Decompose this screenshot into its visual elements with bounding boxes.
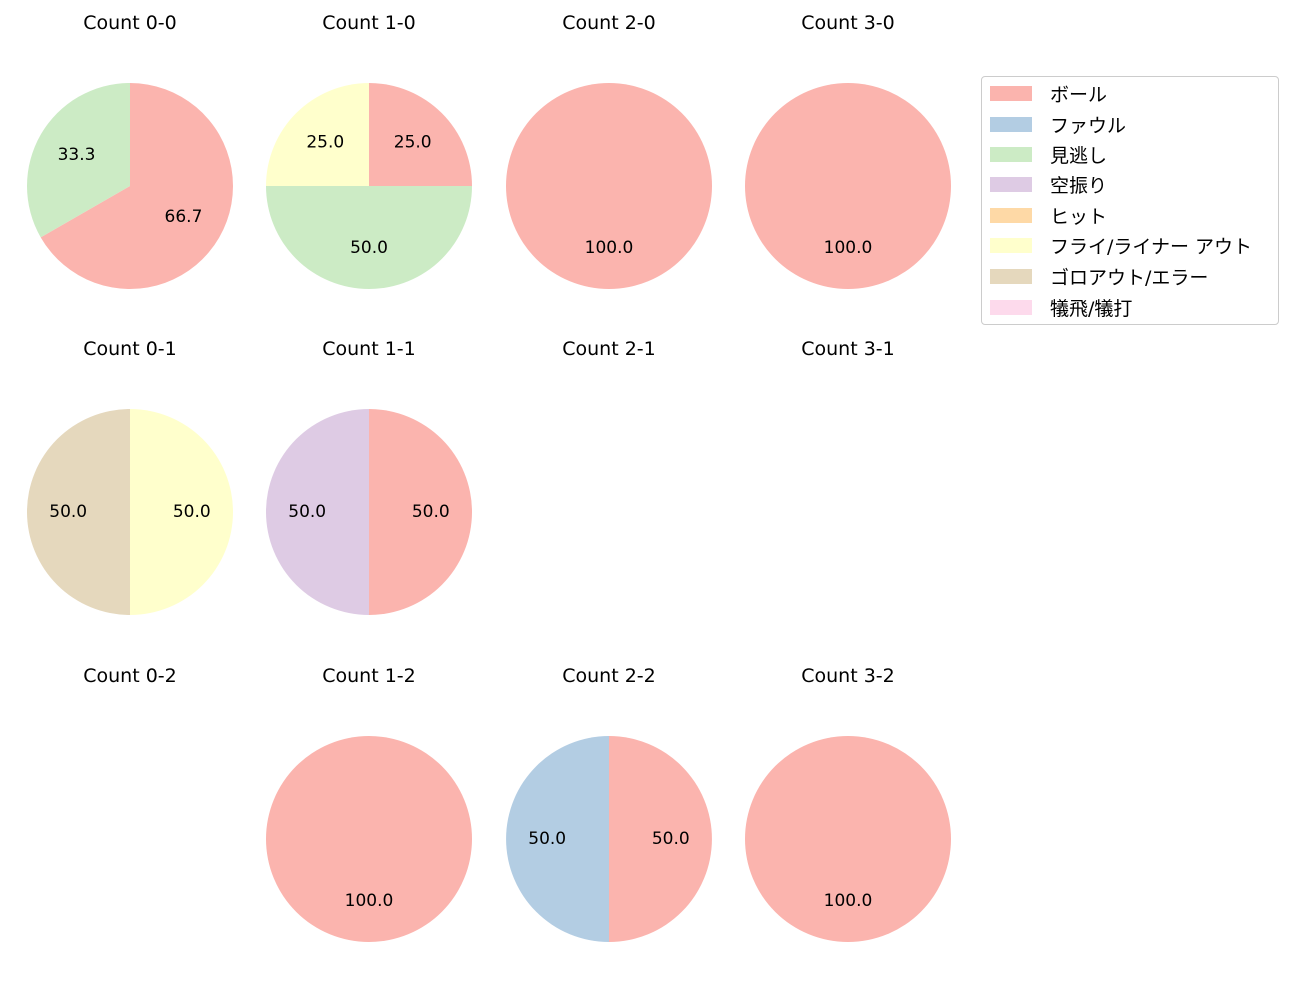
pie-title: Count 3-1	[801, 338, 895, 360]
pie-title: Count 0-0	[83, 12, 177, 34]
slice-label: 50.0	[173, 502, 211, 522]
legend-item: 空振り	[990, 172, 1108, 197]
pie-slice	[266, 736, 472, 942]
legend-label: 犠飛/犠打	[1050, 297, 1133, 320]
legend-swatch	[990, 237, 1032, 253]
slice-label: 33.3	[58, 145, 96, 165]
slice-label: 100.0	[824, 891, 873, 911]
legend-label: フライ/ライナー アウト	[1050, 235, 1253, 258]
pie-slice	[266, 186, 472, 289]
slice-label: 66.7	[165, 207, 203, 227]
pie-slice	[506, 736, 609, 942]
legend-label: 見逃し	[1050, 144, 1108, 167]
slice-label: 100.0	[345, 891, 394, 911]
legend-item: ファウル	[990, 112, 1127, 137]
pie-slice	[369, 83, 472, 186]
slice-label: 50.0	[288, 502, 326, 522]
pie-title: Count 1-0	[322, 12, 416, 34]
pie-slice	[40, 83, 234, 289]
legend-label: ヒット	[1050, 205, 1108, 228]
pie-title: Count 2-1	[562, 338, 656, 360]
legend-item: ヒット	[990, 203, 1108, 228]
legend-swatch	[990, 146, 1032, 162]
legend-swatch	[990, 207, 1032, 223]
pie-title: Count 3-0	[801, 12, 895, 34]
slice-label: 50.0	[528, 829, 566, 849]
slice-label: 25.0	[394, 132, 432, 152]
pie-slice	[369, 409, 472, 615]
legend-swatch	[990, 176, 1032, 192]
pie-title: Count 0-1	[83, 338, 177, 360]
pie-title: Count 2-0	[562, 12, 656, 34]
pie-slice	[266, 83, 369, 186]
legend-item: 犠飛/犠打	[990, 295, 1133, 320]
legend-label: ファウル	[1050, 114, 1127, 137]
legend-label: 空振り	[1050, 174, 1108, 197]
slice-label: 50.0	[350, 238, 388, 258]
slice-label: 25.0	[306, 132, 344, 152]
slice-label: 50.0	[412, 502, 450, 522]
slice-label: 100.0	[585, 238, 634, 258]
slice-label: 50.0	[49, 502, 87, 522]
slice-label: 100.0	[824, 238, 873, 258]
legend: ボール ファウル 見逃し 空振り ヒット フライ/ライナー アウト ゴロアウト/…	[981, 76, 1279, 325]
pie-slice	[26, 83, 130, 238]
slice-label: 50.0	[652, 829, 690, 849]
legend-item: フライ/ライナー アウト	[990, 233, 1253, 258]
legend-label: ボール	[1050, 83, 1108, 106]
legend-item: 見逃し	[990, 142, 1108, 167]
legend-item: ゴロアウト/エラー	[990, 264, 1209, 289]
pie-title: Count 3-2	[801, 665, 895, 687]
pie-title: Count 2-2	[562, 665, 656, 687]
legend-swatch	[990, 268, 1032, 284]
pie-slice	[506, 83, 712, 289]
pie-slice	[27, 409, 130, 615]
legend-label: ゴロアウト/エラー	[1050, 266, 1209, 289]
pie-slice	[745, 83, 951, 289]
legend-item: ボール	[990, 81, 1108, 106]
legend-swatch	[990, 116, 1032, 132]
pie-title: Count 1-2	[322, 665, 416, 687]
pie-title: Count 1-1	[322, 338, 416, 360]
legend-swatch	[990, 299, 1032, 315]
pie-slice	[609, 736, 712, 942]
pie-slice	[130, 409, 233, 615]
pie-title: Count 0-2	[83, 665, 177, 687]
pie-slice	[745, 736, 951, 942]
pie-slice	[266, 409, 369, 615]
legend-swatch	[990, 85, 1032, 101]
